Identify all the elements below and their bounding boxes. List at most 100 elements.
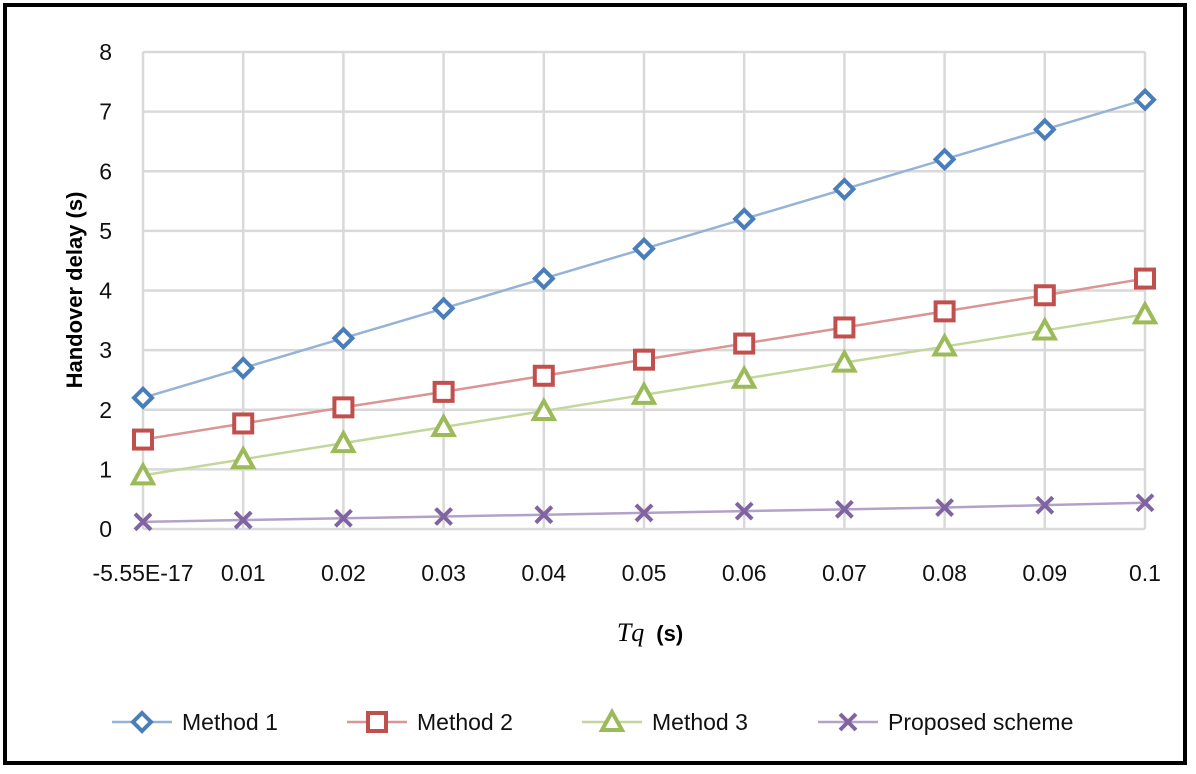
legend-item: Method 1 <box>112 709 278 735</box>
chart-frame <box>3 3 1187 765</box>
data-point <box>633 348 655 371</box>
y-tick-label: 0 <box>99 516 112 542</box>
x-marker-stroke <box>935 498 955 517</box>
data-point <box>1135 493 1155 513</box>
x-tick-label: 0.02 <box>321 560 366 586</box>
y-tick-label: 7 <box>99 99 112 125</box>
legend-item: Method 3 <box>582 707 748 735</box>
x-tick-label: 0.06 <box>722 560 767 586</box>
data-point <box>133 512 153 532</box>
data-point <box>534 505 554 525</box>
x-tick-label: 0.1 <box>1129 560 1161 586</box>
x-axis-label-unit: (s) <box>656 621 683 646</box>
data-point <box>1131 300 1159 325</box>
data-point <box>430 412 457 438</box>
series-layer <box>129 87 1159 532</box>
legend-marker <box>598 707 626 732</box>
data-point <box>332 396 355 419</box>
data-point <box>233 510 253 530</box>
series-4 <box>133 493 1155 532</box>
data-point <box>834 499 854 519</box>
x-tick-label: 0.09 <box>1022 560 1067 586</box>
x-marker-stroke <box>333 508 353 528</box>
x-marker-stroke <box>434 507 454 526</box>
data-point <box>1134 267 1156 290</box>
data-point <box>931 332 958 357</box>
x-tick-label: 0.08 <box>922 560 967 586</box>
y-tick-label: 4 <box>99 278 112 304</box>
data-point <box>331 326 356 351</box>
y-tick-label: 2 <box>99 397 112 423</box>
data-point <box>733 332 756 355</box>
y-tick-label: 8 <box>99 39 112 65</box>
x-tick-label: 0.01 <box>221 560 266 586</box>
x-marker-stroke <box>838 712 858 732</box>
data-point <box>833 316 856 339</box>
data-point <box>831 348 858 373</box>
data-point <box>231 356 256 380</box>
legend-marker <box>130 710 154 734</box>
x-marker-stroke <box>233 510 253 530</box>
data-point <box>935 498 955 517</box>
data-point <box>1035 495 1055 515</box>
data-point <box>330 429 357 454</box>
x-tick-label: -5.55E-17 <box>92 560 193 586</box>
x-marker-stroke <box>133 512 153 532</box>
y-tick-label: 1 <box>99 456 112 482</box>
data-point <box>1133 87 1157 112</box>
data-point <box>1032 117 1057 142</box>
data-point <box>131 385 155 410</box>
y-tick-label: 5 <box>99 218 112 244</box>
data-point <box>232 412 255 435</box>
y-tick-label: 6 <box>99 158 112 184</box>
data-point <box>933 300 956 323</box>
series-3 <box>129 300 1159 486</box>
data-point <box>132 428 154 451</box>
y-tick-label: 3 <box>99 337 112 363</box>
data-point <box>532 364 555 387</box>
legend-marker <box>838 712 858 732</box>
legend: Method 1 Method 2 Method 3 Proposed scheme <box>112 707 1073 735</box>
data-point <box>630 380 658 405</box>
x-marker-stroke <box>734 501 754 521</box>
legend-label: Proposed scheme <box>888 709 1073 735</box>
x-tick-label: 0.07 <box>822 560 867 586</box>
x-marker-stroke <box>1035 495 1055 515</box>
data-point <box>530 396 558 421</box>
x-marker-stroke <box>534 505 554 525</box>
y-axis-label: Handover delay (s) <box>62 192 87 389</box>
series-1 <box>131 87 1157 410</box>
data-point <box>932 147 957 172</box>
data-point <box>531 266 556 291</box>
data-point <box>632 236 656 261</box>
data-point <box>229 445 257 470</box>
data-point <box>129 461 157 486</box>
legend-label: Method 1 <box>182 709 278 735</box>
data-point <box>634 503 654 523</box>
legend-item: Method 2 <box>347 709 513 735</box>
x-axis-ticks: -5.55E-17 0.01 0.02 0.03 0.04 0.05 0.06 0.07 0.0… <box>92 560 1161 586</box>
legend-item: Proposed scheme <box>818 709 1073 735</box>
x-marker-stroke <box>1135 493 1155 513</box>
data-point <box>434 507 454 526</box>
legend-marker <box>366 711 388 733</box>
data-point <box>431 296 456 321</box>
data-point <box>730 364 758 389</box>
legend-label: Method 3 <box>652 709 748 735</box>
data-point <box>432 380 455 403</box>
data-point <box>734 501 754 521</box>
series-2 <box>132 267 1156 451</box>
y-axis-ticks: 0 1 2 3 4 5 6 7 8 <box>99 39 112 542</box>
data-point <box>832 177 857 201</box>
data-point <box>1031 316 1059 341</box>
x-tick-label: 0.04 <box>521 560 566 586</box>
data-point <box>1033 284 1056 307</box>
x-marker-stroke <box>634 503 654 523</box>
x-tick-label: 0.05 <box>622 560 667 586</box>
data-point <box>732 207 757 231</box>
x-axis-label: Tq (s) <box>617 618 683 647</box>
x-tick-label: 0.03 <box>421 560 466 586</box>
legend-label: Method 2 <box>417 709 513 735</box>
grid-lines <box>141 50 1147 531</box>
